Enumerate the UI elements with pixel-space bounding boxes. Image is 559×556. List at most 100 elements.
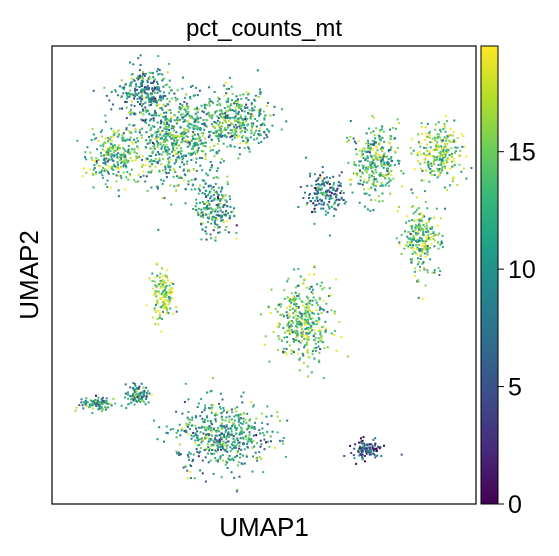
- scatter-point: [121, 155, 124, 158]
- scatter-point: [388, 171, 391, 174]
- scatter-point: [199, 447, 202, 450]
- scatter-point: [240, 429, 243, 432]
- scatter-point: [327, 180, 330, 183]
- scatter-point: [223, 204, 226, 207]
- scatter-point: [157, 284, 159, 287]
- scatter-point: [163, 111, 165, 114]
- scatter-point: [313, 207, 316, 210]
- scatter-point: [450, 147, 453, 150]
- scatter-point: [233, 136, 236, 139]
- scatter-point: [104, 150, 107, 153]
- scatter-point: [148, 77, 151, 80]
- scatter-point: [273, 105, 276, 108]
- scatter-point: [178, 106, 181, 109]
- scatter-point: [169, 291, 172, 293]
- scatter-point: [168, 148, 171, 151]
- scatter-point: [197, 187, 200, 190]
- scatter-point: [162, 289, 165, 291]
- scatter-point: [179, 150, 182, 153]
- scatter-point: [163, 139, 166, 142]
- scatter-point: [215, 204, 218, 207]
- scatter-point: [168, 171, 170, 174]
- scatter-point: [184, 140, 187, 143]
- scatter-point: [239, 131, 242, 134]
- scatter-point: [225, 435, 228, 438]
- scatter-point: [426, 269, 429, 272]
- scatter-point: [420, 122, 423, 125]
- scatter-point: [305, 319, 308, 322]
- scatter-point: [186, 125, 189, 128]
- scatter-point: [316, 193, 319, 195]
- scatter-point: [377, 195, 380, 198]
- scatter-point: [263, 118, 266, 121]
- scatter-point: [107, 165, 110, 168]
- scatter-point: [319, 184, 322, 187]
- scatter-point: [417, 160, 420, 163]
- scatter-point: [222, 447, 225, 450]
- scatter-point: [166, 432, 169, 435]
- scatter-point: [371, 183, 374, 186]
- scatter-point: [208, 213, 211, 216]
- scatter-point: [245, 434, 248, 437]
- scatter-point: [158, 290, 160, 293]
- scatter-point: [151, 169, 153, 172]
- scatter-point: [168, 292, 171, 295]
- scatter-point: [340, 197, 343, 200]
- scatter-point: [410, 242, 413, 245]
- scatter-point: [196, 128, 199, 131]
- scatter-point: [314, 210, 317, 213]
- scatter-point: [140, 91, 143, 94]
- scatter-point: [131, 397, 134, 400]
- scatter-point: [344, 200, 347, 203]
- scatter-point: [410, 138, 413, 141]
- scatter-point: [261, 427, 264, 430]
- scatter-point: [381, 128, 384, 131]
- scatter-point: [130, 100, 133, 103]
- scatter-point: [214, 434, 217, 437]
- scatter-point: [212, 194, 215, 197]
- scatter-point: [214, 110, 217, 113]
- scatter-point: [185, 105, 188, 108]
- scatter-point: [136, 400, 138, 403]
- scatter-point: [241, 428, 243, 431]
- scatter-point: [446, 189, 449, 192]
- scatter-point: [365, 447, 368, 449]
- scatter-point: [121, 107, 124, 110]
- scatter-point: [319, 340, 321, 343]
- scatter-point: [255, 129, 258, 132]
- scatter-point: [296, 284, 299, 287]
- scatter-point: [339, 182, 342, 185]
- scatter-point: [101, 396, 104, 399]
- scatter-point: [249, 440, 252, 443]
- scatter-point: [102, 154, 105, 157]
- scatter-point: [296, 323, 299, 325]
- scatter-point: [207, 203, 210, 206]
- scatter-point: [312, 334, 315, 337]
- scatter-point: [158, 170, 161, 173]
- scatter-point: [254, 118, 257, 120]
- scatter-point: [316, 283, 319, 286]
- scatter-point: [176, 135, 179, 138]
- scatter-point: [139, 393, 142, 396]
- scatter-point: [305, 286, 308, 289]
- scatter-point: [209, 439, 212, 442]
- scatter-point: [209, 390, 212, 393]
- scatter-point: [416, 280, 419, 283]
- scatter-point: [406, 241, 409, 244]
- scatter-point: [296, 332, 299, 335]
- scatter-point: [379, 159, 382, 162]
- scatter-point: [162, 85, 165, 88]
- scatter-point: [230, 433, 233, 436]
- scatter-point: [228, 105, 231, 108]
- scatter-point: [133, 112, 136, 115]
- scatter-point: [104, 142, 107, 144]
- scatter-point: [419, 212, 422, 215]
- scatter-point: [420, 226, 423, 229]
- scatter-point: [125, 176, 128, 179]
- scatter-point: [367, 179, 370, 182]
- scatter-point: [160, 163, 163, 166]
- scatter-point: [204, 404, 206, 407]
- scatter-point: [314, 173, 316, 176]
- scatter-point: [320, 281, 323, 284]
